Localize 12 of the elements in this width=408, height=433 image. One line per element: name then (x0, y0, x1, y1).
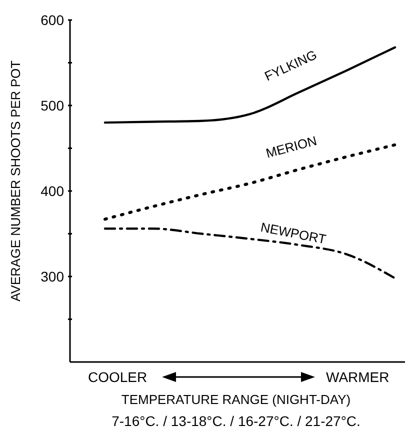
text: COOLER (88, 369, 148, 385)
y-axis-title: AVERAGE NUMBER SHOOTS PER POT (8, 60, 23, 302)
text: 7-16°C. / 13-18°C. / 16-27°C. / 21-27°C. (112, 413, 360, 429)
y-tick-label: 300 (40, 268, 64, 284)
text: WARMER (326, 369, 390, 385)
y-tick-label: 400 (40, 183, 64, 199)
y-tick-label: 600 (40, 12, 64, 28)
text: MERION (264, 132, 318, 161)
line-series (104, 46, 396, 124)
x-axis-title: TEMPERATURE RANGE (NIGHT-DAY) (121, 392, 351, 407)
text: NEWPORT (259, 219, 328, 247)
y-tick-label: 500 (40, 98, 64, 114)
